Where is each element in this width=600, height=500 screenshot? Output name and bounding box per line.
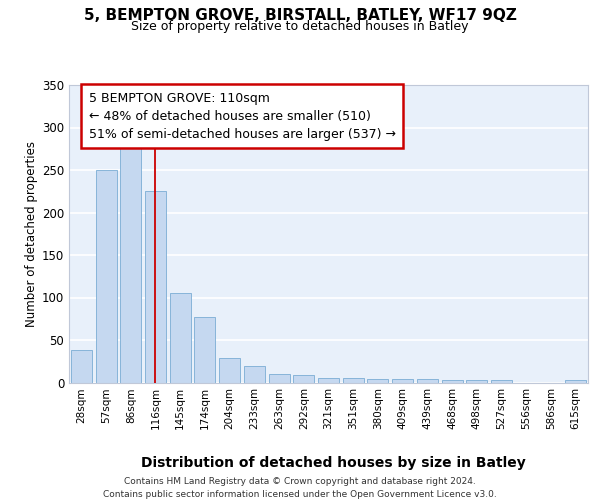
Bar: [293, 375, 314, 382]
Text: Contains HM Land Registry data © Crown copyright and database right 2024.
Contai: Contains HM Land Registry data © Crown c…: [103, 478, 497, 499]
Bar: [466, 380, 487, 382]
Bar: [170, 293, 191, 382]
Text: 5, BEMPTON GROVE, BIRSTALL, BATLEY, WF17 9QZ: 5, BEMPTON GROVE, BIRSTALL, BATLEY, WF17…: [83, 8, 517, 22]
Bar: [318, 378, 339, 382]
Bar: [95, 170, 116, 382]
Bar: [145, 191, 166, 382]
Text: Distribution of detached houses by size in Batley: Distribution of detached houses by size …: [140, 456, 526, 469]
Text: Size of property relative to detached houses in Batley: Size of property relative to detached ho…: [131, 20, 469, 33]
Bar: [194, 317, 215, 382]
Bar: [442, 380, 463, 382]
Text: 5 BEMPTON GROVE: 110sqm
← 48% of detached houses are smaller (510)
51% of semi-d: 5 BEMPTON GROVE: 110sqm ← 48% of detache…: [89, 92, 396, 141]
Bar: [565, 380, 586, 382]
Bar: [491, 380, 512, 382]
Bar: [417, 379, 438, 382]
Bar: [219, 358, 240, 382]
Bar: [244, 366, 265, 382]
Bar: [343, 378, 364, 382]
Bar: [120, 136, 141, 382]
Bar: [392, 379, 413, 382]
Bar: [71, 350, 92, 382]
Bar: [367, 379, 388, 382]
Bar: [269, 374, 290, 382]
Y-axis label: Number of detached properties: Number of detached properties: [25, 141, 38, 327]
